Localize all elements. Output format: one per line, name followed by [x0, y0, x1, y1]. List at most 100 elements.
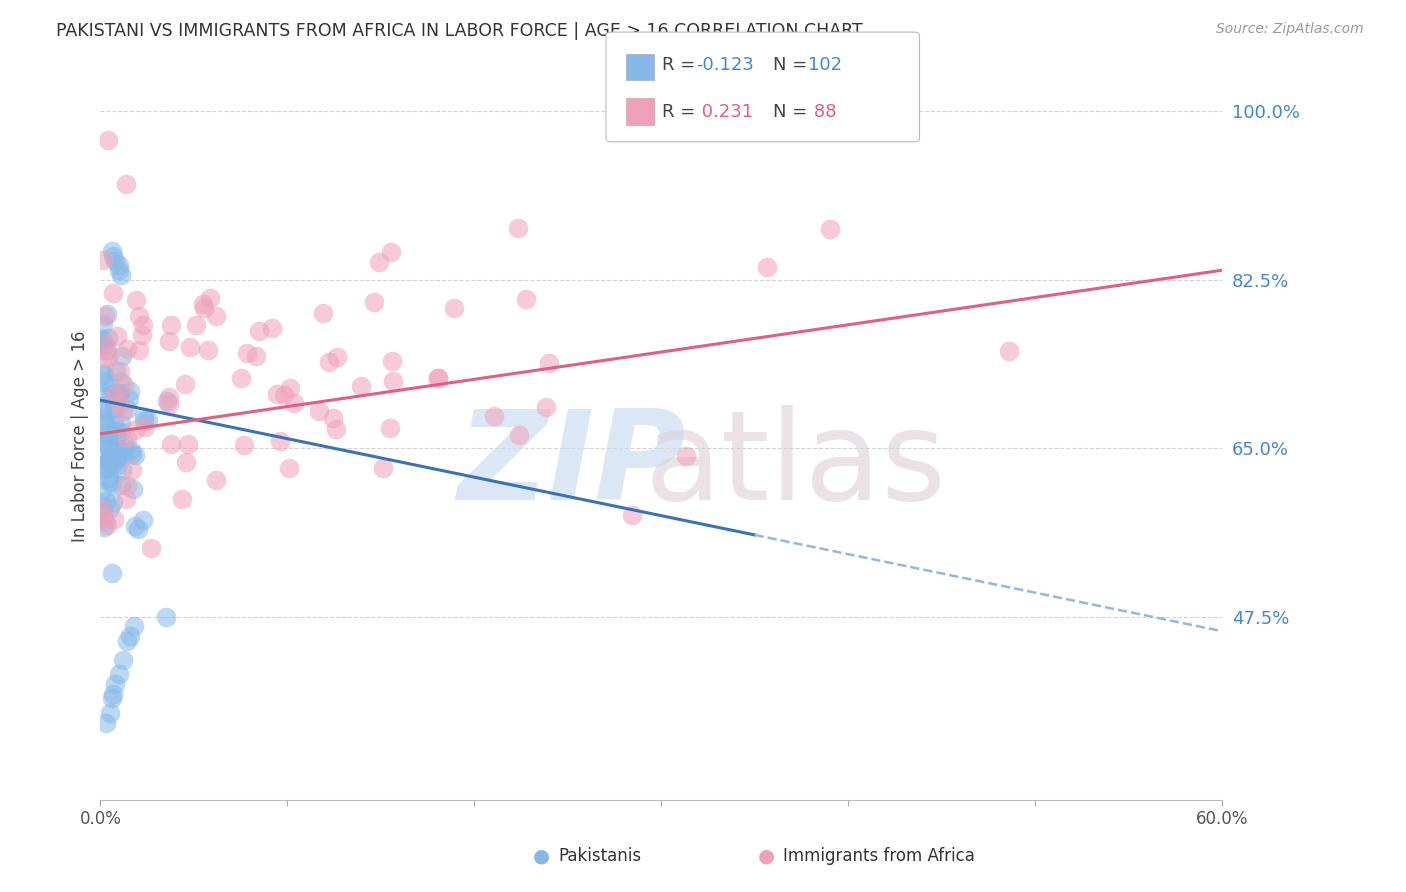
Point	[536, 401, 558, 415]
Text: -0.123: -0.123	[696, 56, 754, 74]
Point	[96, 518, 118, 533]
Point	[111, 463, 134, 477]
Point	[820, 221, 842, 235]
Point	[157, 391, 180, 405]
Point	[107, 429, 129, 443]
Point	[91, 500, 114, 514]
Point	[132, 513, 155, 527]
Text: 102: 102	[808, 56, 842, 74]
Point	[115, 633, 138, 648]
Point	[91, 434, 114, 449]
Point	[91, 427, 114, 442]
Point	[122, 619, 145, 633]
Point	[100, 428, 122, 442]
Point	[115, 342, 138, 356]
Point	[124, 423, 146, 437]
Point	[93, 520, 115, 534]
Point	[93, 460, 115, 475]
Point	[104, 253, 127, 268]
Point	[98, 450, 121, 465]
Point	[97, 330, 120, 344]
Point	[136, 412, 159, 426]
Point	[94, 309, 117, 323]
Point	[131, 327, 153, 342]
Point	[134, 420, 156, 434]
Point	[110, 478, 132, 492]
Point	[114, 439, 136, 453]
Point	[205, 473, 228, 487]
Point	[381, 374, 404, 388]
Point	[141, 541, 163, 556]
Point	[91, 402, 114, 417]
Point	[94, 337, 117, 351]
Point	[93, 368, 115, 382]
Point	[515, 292, 537, 306]
Y-axis label: In Labor Force | Age > 16: In Labor Force | Age > 16	[72, 331, 89, 542]
Point	[508, 428, 530, 442]
Point	[98, 439, 121, 453]
Point	[91, 510, 114, 524]
Point	[101, 566, 124, 581]
Point	[100, 387, 122, 401]
Point	[91, 385, 114, 400]
Point	[269, 434, 291, 448]
Point	[105, 458, 128, 472]
Point	[107, 328, 129, 343]
Point	[427, 371, 450, 385]
Point	[132, 318, 155, 332]
Point	[91, 483, 114, 498]
Point	[157, 334, 180, 348]
Point	[108, 364, 131, 378]
Point	[108, 667, 131, 681]
Point	[105, 439, 128, 453]
Point	[98, 451, 121, 466]
Point	[373, 460, 395, 475]
Point	[94, 715, 117, 730]
Point	[506, 220, 529, 235]
Point	[94, 437, 117, 451]
Point	[322, 410, 344, 425]
Point	[128, 343, 150, 357]
Point	[91, 317, 114, 331]
Point	[111, 653, 134, 667]
Point	[325, 422, 347, 436]
Text: 0.231: 0.231	[696, 103, 754, 120]
Point	[193, 297, 215, 311]
Point	[114, 177, 136, 191]
Point	[110, 268, 132, 282]
Point	[156, 394, 179, 409]
Point	[283, 396, 305, 410]
Point	[174, 455, 197, 469]
Point	[998, 344, 1021, 359]
Point	[160, 436, 183, 450]
Point	[105, 387, 128, 401]
Point	[101, 495, 124, 509]
Point	[312, 306, 335, 320]
Point	[103, 415, 125, 429]
Point	[103, 388, 125, 402]
Point	[101, 475, 124, 490]
Point	[103, 456, 125, 470]
Point	[91, 462, 114, 476]
Point	[245, 349, 267, 363]
Point	[380, 421, 402, 435]
Point	[94, 514, 117, 528]
Point	[121, 463, 143, 477]
Point	[121, 482, 143, 496]
Point	[108, 263, 131, 277]
Point	[159, 318, 181, 332]
Point	[104, 677, 127, 691]
Point	[103, 249, 125, 263]
Point	[91, 332, 114, 346]
Point	[112, 378, 135, 392]
Point	[170, 491, 193, 506]
Point	[380, 244, 402, 259]
Point	[100, 244, 122, 258]
Point	[98, 706, 121, 720]
Point	[235, 346, 257, 360]
Point	[350, 378, 373, 392]
Point	[120, 629, 142, 643]
Point	[91, 399, 114, 413]
Point	[186, 318, 208, 332]
Point	[97, 347, 120, 361]
